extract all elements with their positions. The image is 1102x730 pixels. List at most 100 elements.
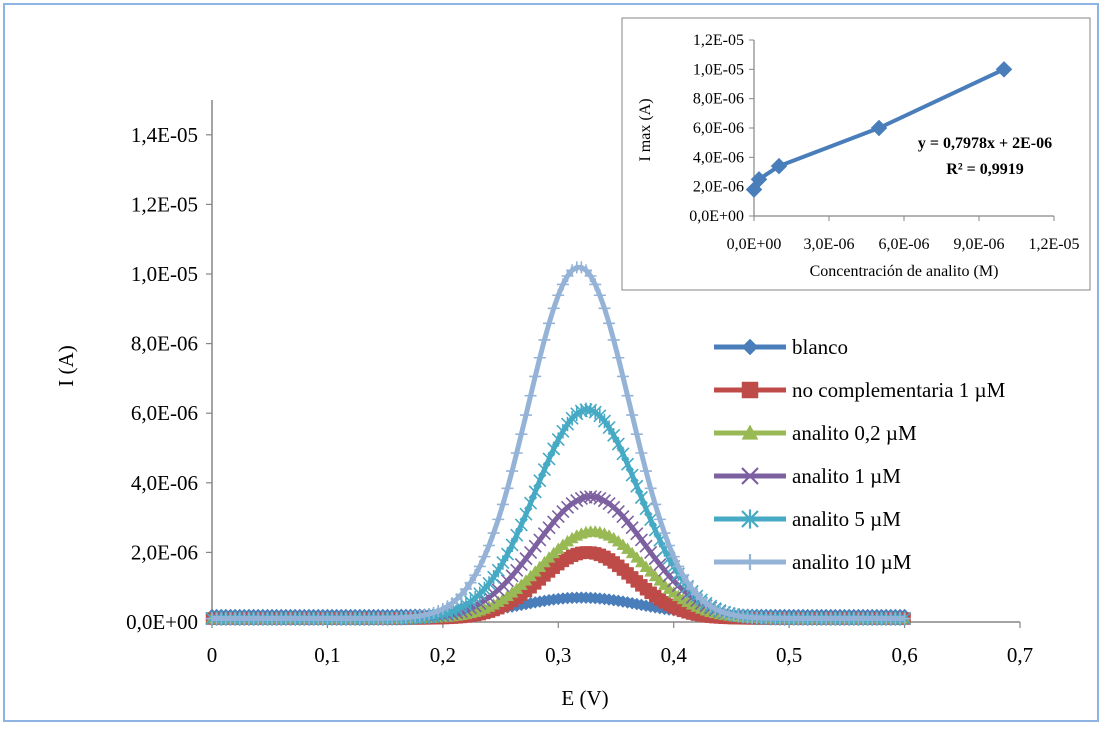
data-point xyxy=(529,370,542,383)
legend-label: analito 0,2 µM xyxy=(792,421,917,445)
data-point xyxy=(524,389,537,402)
data-point xyxy=(644,545,658,560)
y-tick-label: 1,4E-05 xyxy=(131,123,198,147)
inset-x-tick-label: 6,0E-06 xyxy=(878,236,929,253)
data-point xyxy=(589,278,602,291)
legend-label: no complementaria 1 µM xyxy=(792,378,1006,402)
data-point xyxy=(473,560,486,573)
data-point xyxy=(630,527,644,541)
inset-y-tick-label: 1,0E-05 xyxy=(693,61,744,78)
inset-y-tick-label: 8,0E-06 xyxy=(693,91,744,108)
data-point xyxy=(640,465,653,478)
data-point xyxy=(464,576,477,589)
main-plot: 0 0,1 0,2 0,3 0,4 0,5 0,6 0,7 0,0E+00 2,0E-06 4,0E… xyxy=(54,100,1033,710)
inset-data-point xyxy=(750,170,768,188)
data-point xyxy=(515,428,528,441)
legend-item: analito 10 µM xyxy=(714,550,912,574)
data-point xyxy=(519,409,532,422)
data-point xyxy=(478,550,491,563)
x-tick-label: 0,7 xyxy=(1007,643,1033,667)
main-ticks: 0 0,1 0,2 0,3 0,4 0,5 0,6 0,7 0,0E+00 2,0E-06 4,0E… xyxy=(126,123,1033,667)
data-point xyxy=(528,484,542,500)
inset-y-tick-label: 4,0E-06 xyxy=(693,149,744,166)
data-point xyxy=(616,370,629,383)
inset-data-point xyxy=(870,119,888,137)
data-point xyxy=(639,539,653,553)
data-point xyxy=(543,317,556,330)
inset-y-tick-label: 1,2E-05 xyxy=(693,32,744,49)
legend-marker xyxy=(741,424,759,440)
data-point xyxy=(612,351,625,364)
inset-data-point xyxy=(770,157,788,175)
x-tick-label: 0,4 xyxy=(661,643,688,667)
y-tick-label: 2,0E-06 xyxy=(131,540,198,564)
legend-item: analito 1 µM xyxy=(714,464,901,488)
data-point xyxy=(524,495,538,511)
data-point xyxy=(634,533,648,547)
data-point xyxy=(533,351,546,364)
data-point xyxy=(519,552,533,566)
data-point xyxy=(552,289,565,302)
x-tick-label: 0,5 xyxy=(776,643,802,667)
x-axis-title: E (V) xyxy=(561,686,608,710)
inset-border xyxy=(621,17,1091,291)
legend-item: no complementaria 1 µM xyxy=(714,378,1006,402)
data-point xyxy=(584,270,597,283)
legend-marker xyxy=(741,381,759,399)
inset-y-tick-label: 2,0E-06 xyxy=(693,179,744,196)
data-point xyxy=(625,521,639,535)
x-tick-label: 0,6 xyxy=(891,643,917,667)
data-point xyxy=(593,491,607,506)
data-point xyxy=(538,333,551,346)
data-point xyxy=(663,539,676,552)
inset-x-tick-label: 3,0E-06 xyxy=(803,236,854,253)
inset-ticks: 0,0E+00 3,0E-06 6,0E-06 9,0E-06 1,2E-05 0,0E+… xyxy=(689,32,1079,253)
legend-marker xyxy=(742,554,758,570)
data-point xyxy=(620,515,635,529)
data-point xyxy=(898,612,911,625)
data-point xyxy=(501,482,514,495)
data-point xyxy=(487,527,500,540)
data-point xyxy=(630,479,644,494)
data-point xyxy=(607,333,620,346)
data-point xyxy=(528,539,542,553)
legend-item: analito 0,2 µM xyxy=(714,421,917,445)
data-point xyxy=(542,521,556,535)
data-point xyxy=(492,513,505,526)
data-point xyxy=(658,527,671,540)
data-point xyxy=(533,533,547,547)
data-point xyxy=(556,278,569,291)
inset-x-tick-label: 1,2E-05 xyxy=(1028,236,1079,253)
inset-r-squared: R² = 0,9919 xyxy=(946,161,1023,178)
data-point xyxy=(537,527,551,541)
data-point xyxy=(496,498,509,511)
data-point xyxy=(524,545,538,560)
legend-marker xyxy=(741,338,759,356)
main-series xyxy=(205,261,912,626)
y-tick-label: 6,0E-06 xyxy=(131,401,198,425)
data-point xyxy=(621,389,634,402)
data-point xyxy=(603,317,616,330)
data-point xyxy=(626,409,639,422)
data-point xyxy=(593,289,606,302)
series-5 xyxy=(206,261,911,625)
inset-y-tick-label: 6,0E-06 xyxy=(693,120,744,137)
x-tick-label: 0,3 xyxy=(545,643,571,667)
y-tick-label: 1,2E-05 xyxy=(131,192,198,216)
inset-x-tick-label: 9,0E-06 xyxy=(953,236,1004,253)
legend-label: analito 5 µM xyxy=(792,507,901,531)
y-tick-label: 1,0E-05 xyxy=(131,262,198,286)
data-point xyxy=(649,498,662,511)
x-tick-label: 0,2 xyxy=(430,643,456,667)
inset-x-tick-label: 0,0E+00 xyxy=(727,236,782,253)
data-point xyxy=(681,576,694,589)
data-point xyxy=(510,447,523,460)
legend-label: blanco xyxy=(792,335,848,359)
legend-label: analito 1 µM xyxy=(792,464,901,488)
inset-series xyxy=(745,60,1013,198)
data-point xyxy=(667,550,680,563)
data-point xyxy=(459,583,472,596)
x-tick-label: 0 xyxy=(207,643,218,667)
inset-chart: 0,0E+00 3,0E-06 6,0E-06 9,0E-06 1,2E-05 0,0E+… xyxy=(621,17,1091,291)
